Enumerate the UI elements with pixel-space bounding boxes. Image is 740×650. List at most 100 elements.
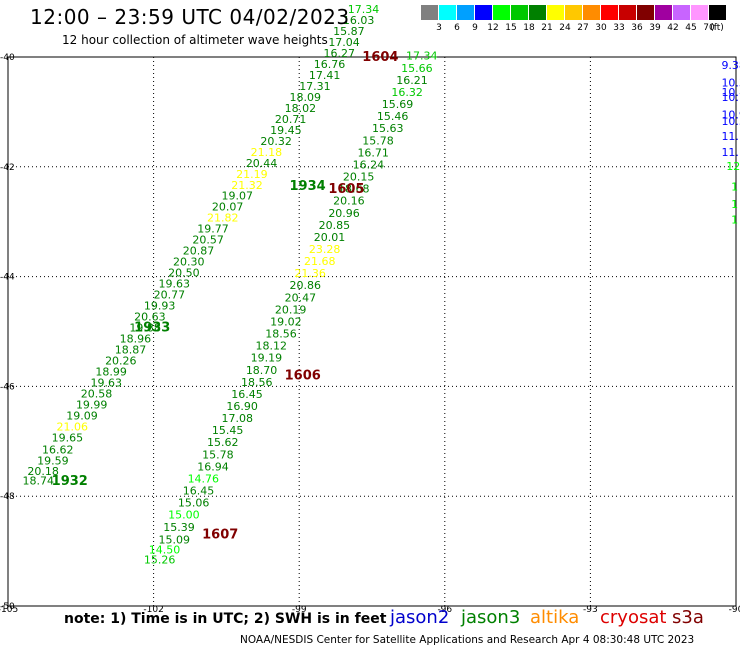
wave-height-value: 1 [731, 213, 738, 226]
legend-unit: (ft) [710, 23, 724, 33]
lat-tick-label: -46 [0, 382, 15, 392]
wave-height-value: 18.09 [289, 91, 321, 104]
legend-swatch [673, 5, 690, 20]
wave-height-value: 16.21 [396, 74, 428, 87]
wave-height-value: 11. [721, 146, 739, 159]
wave-height-value: 14.76 [188, 472, 220, 485]
wave-height-value: 20.32 [260, 135, 292, 148]
wave-height-value: 14.50 [149, 543, 181, 556]
wave-height-value: 18.56 [241, 376, 273, 389]
wave-height-value: 19.99 [76, 398, 108, 411]
wave-height-value: 11. [721, 130, 739, 143]
wave-height-value: 18.12 [256, 340, 288, 353]
legend-label: 15 [505, 23, 517, 33]
wave-height-value: 17.04 [328, 36, 360, 49]
wave-height-value: 10.7 [721, 91, 740, 104]
wave-height-value: 17.41 [309, 69, 341, 82]
legend-swatch [565, 5, 582, 20]
wave-height-value: 19.93 [144, 300, 176, 313]
legend-label: 36 [631, 23, 643, 33]
wave-height-value: 19.19 [251, 352, 283, 365]
wave-height-value: 16.94 [197, 460, 229, 473]
legend-swatch [511, 5, 528, 20]
wave-height-value: 9.38 [721, 59, 740, 72]
wave-height-value: 19.88 [129, 322, 161, 335]
wave-height-value: 12 [726, 160, 740, 173]
wave-height-value: 18.99 [95, 365, 127, 378]
wave-height-value: 19.59 [37, 454, 68, 467]
wave-height-value: 18.68 [338, 183, 370, 196]
wave-height-value: 20.19 [275, 303, 307, 316]
wave-height-value: 15.66 [401, 62, 433, 75]
legend-swatch [709, 5, 726, 20]
legend-swatch [529, 5, 546, 20]
wave-height-value: 20.44 [246, 157, 278, 170]
legend-label: 70 [703, 23, 715, 33]
legend-label: 33 [613, 23, 625, 33]
wave-height-value: 19.77 [197, 223, 229, 236]
wave-height-value: 20.58 [81, 387, 113, 400]
mission-jason3: jason3 [461, 607, 521, 628]
wave-height-value: 1 [731, 180, 738, 193]
wave-height-value: 19.65 [52, 431, 84, 444]
mission-s3a: s3a [672, 607, 704, 628]
wave-height-value: 15.63 [372, 122, 404, 135]
wave-height-value: 21.18 [251, 146, 283, 159]
wave-height-value: 20.71 [275, 113, 307, 126]
lat-tick-label: -44 [0, 273, 15, 283]
wave-height-value: 15.26 [144, 554, 176, 567]
wave-height-value: 18.87 [115, 343, 147, 356]
wave-height-value: 18.02 [285, 102, 317, 115]
footer-credit: NOAA/NESDIS Center for Satellite Applica… [240, 634, 695, 646]
wave-height-value: 15.09 [158, 533, 190, 546]
wave-height-value: 20.15 [343, 171, 375, 184]
lon-tick-label: -99 [292, 605, 307, 615]
page-subtitle: 12 hour collection of altimeter wave hei… [62, 33, 328, 47]
wave-height-value: 19.07 [222, 190, 254, 203]
wave-height-value: 20.26 [105, 354, 137, 367]
wave-height-value: 15.62 [207, 436, 239, 449]
page-title: 12:00 – 23:59 UTC 04/02/2023 [30, 5, 350, 29]
legend-swatch [619, 5, 636, 20]
wave-height-value: 21.82 [207, 212, 239, 225]
wave-height-value: 10.3 [721, 77, 740, 90]
wave-height-value: 17.34 [406, 50, 438, 63]
wave-height-value: 19.45 [270, 124, 302, 137]
legend-label: 45 [685, 23, 697, 33]
legend-swatch [547, 5, 564, 20]
wave-height-value: 20.85 [319, 219, 351, 232]
legend-swatch [583, 5, 600, 20]
wave-height-value: 10.9 [721, 108, 740, 121]
wave-height-value: 18.70 [246, 364, 278, 377]
wave-height-value: 15.69 [382, 98, 414, 111]
wave-height-value: 20.01 [314, 231, 346, 244]
footer-note: note: 1) Time is in UTC; 2) SWH is in fe… [64, 611, 387, 627]
wave-height-value: 21.32 [231, 179, 263, 192]
legend-label: 9 [472, 23, 478, 33]
wave-height-value: 20.07 [212, 201, 244, 214]
wave-height-value: 16.71 [357, 146, 389, 159]
time-label: 1604 [362, 50, 398, 65]
wave-height-value: 19.09 [66, 409, 98, 422]
legend-label: 3 [436, 23, 442, 33]
wave-height-value: 16.62 [42, 443, 73, 456]
wave-height-value: 17.31 [299, 80, 331, 93]
legend-label: 18 [523, 23, 535, 33]
wave-height-value: 20.30 [173, 256, 205, 269]
wave-height-value: 19.02 [270, 315, 302, 328]
wave-height-value: 16.03 [343, 14, 375, 27]
wave-height-value: 16.45 [183, 485, 215, 498]
legend-label: 42 [667, 23, 679, 33]
wave-height-value: 15.78 [202, 448, 234, 461]
wave-height-value: 20.63 [134, 311, 166, 324]
wave-height-value: 16.45 [231, 388, 263, 401]
legend-swatch [457, 5, 474, 20]
legend-swatch [601, 5, 618, 20]
wave-height-value: 16.27 [323, 47, 355, 60]
wave-height-value: 15.46 [377, 110, 409, 123]
lon-tick-label: -102 [143, 605, 163, 615]
lat-tick-label: -40 [0, 53, 15, 63]
pass-number: 1934 [289, 179, 325, 194]
